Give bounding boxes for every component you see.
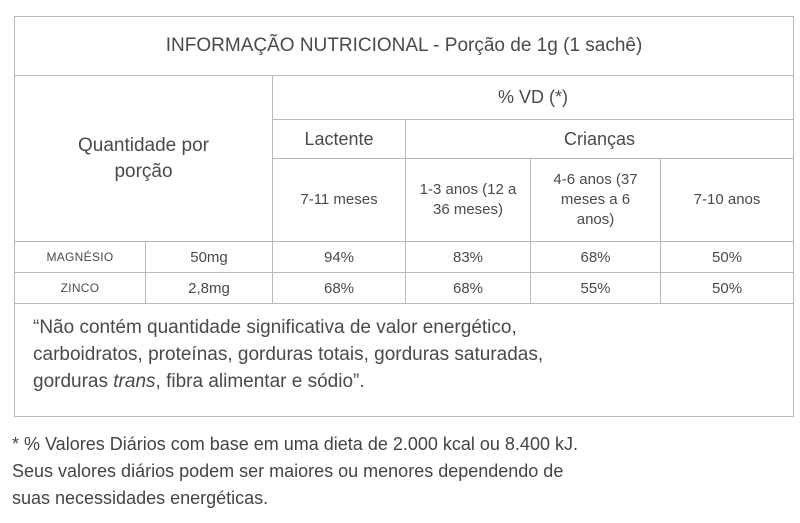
note-line: gorduras trans, fibra alimentar e sódio”…	[33, 368, 775, 395]
note-italic: trans	[113, 371, 156, 392]
nutrient-name: MAGNÉSIO	[14, 241, 146, 273]
amount: 50mg	[145, 241, 273, 273]
percent-vd: 50%	[659, 241, 795, 273]
age-header: 1-3 anos (12 a 36 meses)	[405, 158, 531, 242]
percent-vd: 94%	[272, 241, 406, 273]
vd-header: % VD (*)	[271, 75, 795, 120]
nutrient-name: ZINCO	[14, 272, 146, 304]
percent-vd: 83%	[405, 241, 531, 273]
age-header: 7-11 meses	[272, 158, 406, 242]
note-line: “Não contém quantidade significativa de …	[33, 317, 517, 338]
amount: 2,8mg	[145, 272, 273, 304]
note: “Não contém quantidade significativa de …	[13, 303, 795, 417]
nutrition-table: INFORMAÇÃO NUTRICIONAL - Porção de 1g (1…	[13, 16, 795, 417]
percent-vd: 68%	[272, 272, 406, 304]
note-text: , fibra alimentar e sódio”.	[155, 371, 365, 392]
percent-vd: 68%	[530, 241, 661, 273]
table-row: ZINCO 2,8mg 68% 68% 55% 50%	[14, 272, 795, 304]
percent-vd: 50%	[659, 272, 795, 304]
quantity-label: Quantidade por porção	[78, 134, 209, 182]
group-header: Crianças	[404, 119, 795, 159]
age-label: 7-10 anos	[693, 191, 761, 208]
footnote-line: Seus valores diários podem ser maiores o…	[12, 461, 564, 481]
group-header: Lactente	[272, 119, 406, 159]
age-header: 7-10 anos	[659, 158, 795, 242]
age-header: 4-6 anos (37 meses a 6 anos)	[530, 158, 661, 242]
note-line: carboidratos, proteínas, gorduras totais…	[33, 344, 544, 365]
table-row: MAGNÉSIO 50mg 94% 83% 68% 50%	[14, 241, 795, 273]
age-label: 1-3 anos (12 a 36 meses)	[419, 181, 517, 218]
note-text: gorduras	[33, 371, 114, 392]
age-label: 7-11 meses	[300, 191, 378, 208]
age-label: 4-6 anos (37 meses a 6 anos)	[553, 171, 638, 228]
quantity-header: Quantidade por porção	[14, 75, 273, 242]
percent-vd: 55%	[530, 272, 661, 304]
table-title: INFORMAÇÃO NUTRICIONAL - Porção de 1g (1…	[13, 16, 795, 76]
footnote-line: * % Valores Diários com base em uma diet…	[12, 434, 578, 454]
footnote-line: suas necessidades energéticas.	[12, 488, 269, 508]
footnote: * % Valores Diários com base em uma diet…	[12, 431, 578, 512]
percent-vd: 68%	[405, 272, 531, 304]
